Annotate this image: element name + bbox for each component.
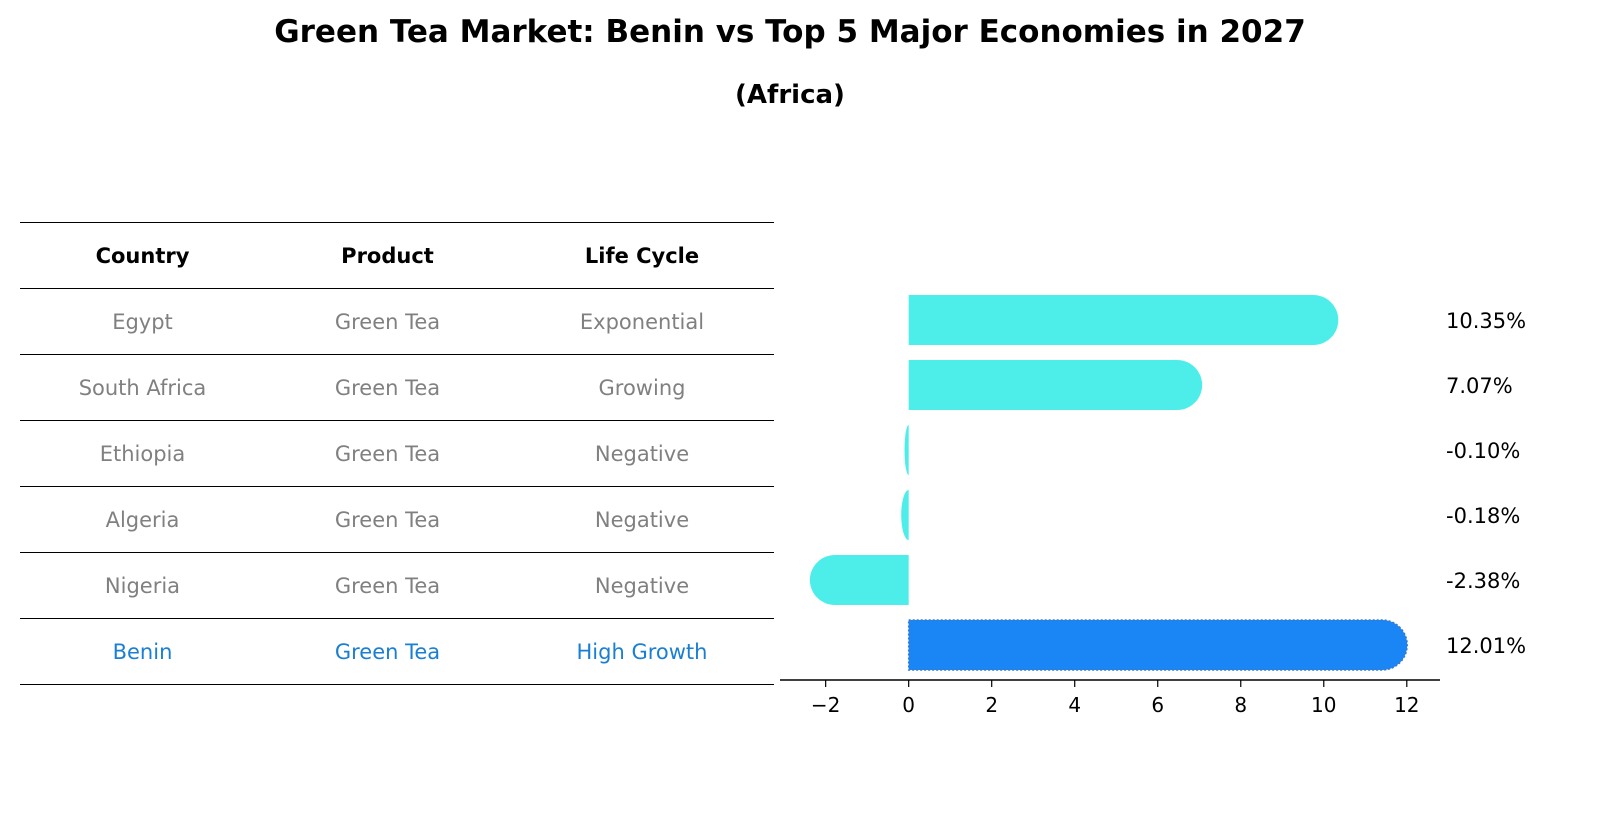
cell-country: Egypt xyxy=(20,288,265,355)
bar-algeria xyxy=(901,490,909,540)
table-row: Algeria Green Tea Negative xyxy=(20,486,774,553)
data-label: 12.01% xyxy=(1446,634,1526,658)
x-tick-label: −2 xyxy=(811,693,840,717)
cell-life-cycle: Growing xyxy=(510,354,774,421)
data-label: -0.10% xyxy=(1446,439,1520,463)
cell-life-cycle: High Growth xyxy=(510,618,774,685)
table-header-row: Country Product Life Cycle xyxy=(20,222,774,289)
bar-ethiopia xyxy=(904,425,909,475)
cell-country: Nigeria xyxy=(20,552,265,619)
table-row-highlight: Benin Green Tea High Growth xyxy=(20,618,774,685)
data-label: 7.07% xyxy=(1446,374,1513,398)
header-product: Product xyxy=(265,222,510,289)
cell-life-cycle: Negative xyxy=(510,552,774,619)
table-row: South Africa Green Tea Growing xyxy=(20,354,774,421)
cell-product: Green Tea xyxy=(265,552,510,619)
x-tick-label: 0 xyxy=(902,693,915,717)
x-tick-label: 8 xyxy=(1234,693,1247,717)
x-tick-label: 10 xyxy=(1311,693,1336,717)
cell-product: Green Tea xyxy=(265,288,510,355)
cell-product: Green Tea xyxy=(265,354,510,421)
data-label: 10.35% xyxy=(1446,309,1526,333)
x-tick-label: 2 xyxy=(985,693,998,717)
cell-product: Green Tea xyxy=(265,486,510,553)
cell-country: Benin xyxy=(20,618,265,685)
cell-life-cycle: Negative xyxy=(510,486,774,553)
header-country: Country xyxy=(20,222,265,289)
table-row: Ethiopia Green Tea Negative xyxy=(20,420,774,487)
chart-title: Green Tea Market: Benin vs Top 5 Major E… xyxy=(274,14,1306,50)
table-row: Egypt Green Tea Exponential xyxy=(20,288,774,355)
bar-south-africa xyxy=(908,360,1203,410)
bar-egypt xyxy=(908,295,1339,345)
x-tick-label: 4 xyxy=(1068,693,1081,717)
cell-life-cycle: Negative xyxy=(510,420,774,487)
cell-life-cycle: Exponential xyxy=(510,288,774,355)
data-label: -0.18% xyxy=(1446,504,1520,528)
data-label: -2.38% xyxy=(1446,569,1520,593)
chart-subtitle: (Africa) xyxy=(735,80,845,110)
header-life-cycle: Life Cycle xyxy=(510,222,774,289)
bar-nigeria xyxy=(809,555,909,605)
cell-country: South Africa xyxy=(20,354,265,421)
cell-product: Green Tea xyxy=(265,618,510,685)
cell-country: Algeria xyxy=(20,486,265,553)
x-tick-label: 12 xyxy=(1394,693,1419,717)
bar-benin xyxy=(907,619,1408,671)
market-table: Country Product Life Cycle Egypt Green T… xyxy=(20,222,774,685)
cell-product: Green Tea xyxy=(265,420,510,487)
table-row: Nigeria Green Tea Negative xyxy=(20,552,774,619)
cell-country: Ethiopia xyxy=(20,420,265,487)
growth-bar-chart: 10.35% 7.07% -0.10% -0.18% -2.38% 12.01% −2 0 2 4… xyxy=(780,295,1526,717)
x-tick-label: 6 xyxy=(1151,693,1164,717)
